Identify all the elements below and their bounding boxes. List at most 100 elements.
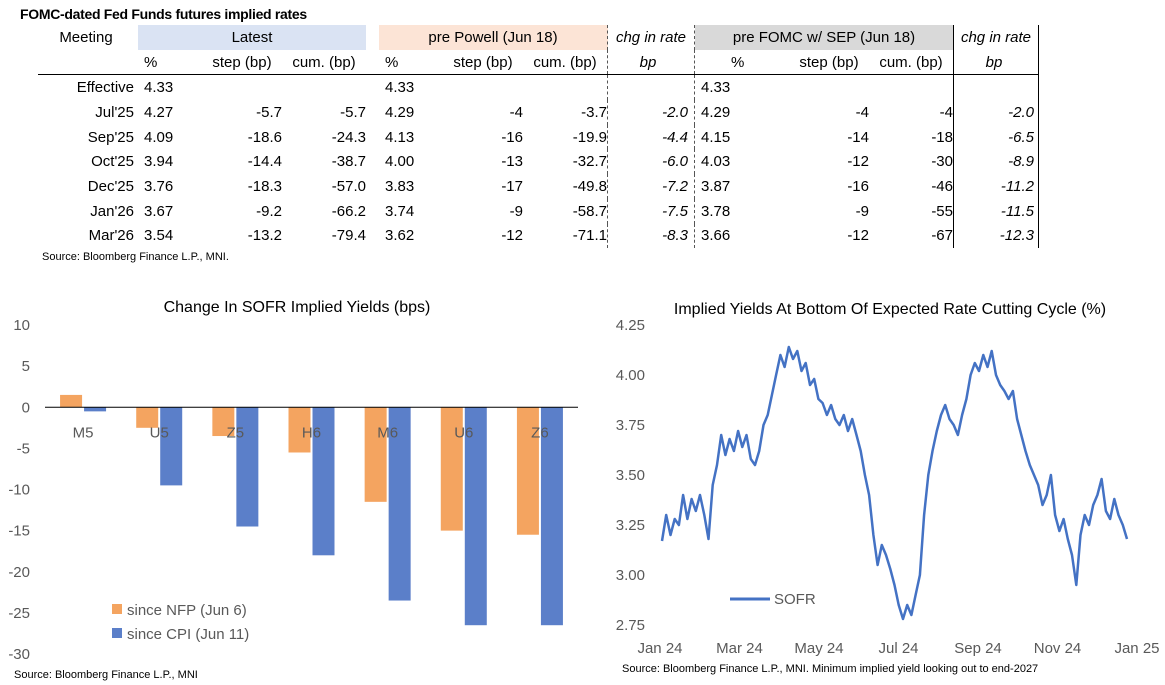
table-title: FOMC-dated Fed Funds futures implied rat…	[20, 6, 307, 22]
row-latest-pct: 4.27	[144, 103, 174, 121]
row-powell-pct: 4.00	[385, 153, 415, 171]
row-fomc-cum: -4	[939, 103, 953, 121]
sub-header-cum: cum. (bp)	[869, 49, 954, 76]
bar-cpi-M6	[388, 407, 411, 601]
bar-y-tick: -5	[17, 440, 30, 457]
row-chg-2: -2.0	[953, 100, 1039, 125]
implied-yields-line-chart: Implied Yields At Bottom Of Expected Rat…	[616, 301, 1160, 675]
sub-header-row: % step (bp) cum. (bp) % step (bp) cum. (…	[38, 49, 1039, 76]
bar-y-tick: -10	[8, 482, 30, 499]
line-x-tick: Jan 24	[637, 640, 682, 657]
row-fomc-pct: 3.78	[694, 198, 789, 224]
row-fomc-pct: 4.29	[694, 100, 789, 125]
row-latest-step: -13.2	[247, 227, 282, 245]
bar-cpi-H6	[312, 407, 335, 556]
bar-nfp-M6	[364, 407, 387, 502]
legend-sofr-label: SOFR	[774, 591, 816, 608]
row-chg-2: -6.5	[953, 124, 1039, 150]
line-x-tick: Jul 24	[878, 640, 918, 657]
row-latest-pct: 3.94	[144, 153, 174, 171]
header-latest: Latest	[138, 25, 366, 50]
row-fomc-cum: -46	[931, 177, 953, 195]
row-latest-cum: -79.4	[331, 227, 366, 245]
sub-header-step: step (bp)	[443, 49, 523, 76]
bar-cpi-M5	[84, 407, 107, 412]
row-latest-cum: -24.3	[331, 128, 366, 146]
bar-category-label: Z6	[531, 424, 549, 441]
bar-cpi-U6	[464, 407, 487, 626]
legend-swatch-0	[112, 604, 122, 614]
bar-nfp-Z6	[516, 407, 539, 535]
line-chart-source: Source: Bloomberg Finance L.P., MNI. Min…	[622, 663, 1038, 675]
bar-y-tick: 0	[22, 399, 30, 416]
sub-header-cum: cum. (bp)	[282, 49, 366, 76]
row-latest-cum: -38.7	[331, 153, 366, 171]
row-powell-pct: 4.13	[385, 128, 415, 146]
row-fomc-step: -12	[847, 153, 869, 171]
sub-header-pct: %	[138, 49, 202, 76]
bar-nfp-Z5	[212, 407, 235, 437]
row-powell-cum: -58.7	[572, 202, 607, 220]
row-meeting: Sep'25	[87, 128, 134, 146]
sub-header-step: step (bp)	[789, 49, 869, 76]
table-source: Source: Bloomberg Finance L.P., MNI.	[42, 251, 229, 263]
row-chg-1: -4.4	[607, 124, 695, 150]
row-powell-step: -9	[509, 202, 523, 220]
sub-header-bp: bp	[953, 49, 1039, 76]
row-powell-step: -16	[501, 128, 523, 146]
row-chg-2	[953, 74, 1039, 101]
bar-category-label: Z5	[227, 424, 245, 441]
row-fomc-step	[789, 75, 869, 100]
bar-y-tick: 10	[13, 317, 30, 334]
bar-nfp-U6	[440, 407, 463, 531]
row-powell-pct: 4.29	[385, 103, 415, 121]
row-powell-cum: -32.7	[572, 153, 607, 171]
row-powell-pct: 3.62	[385, 227, 415, 245]
row-latest-pct: 3.67	[144, 202, 174, 220]
row-meeting: Dec'25	[87, 177, 134, 195]
sofr-change-bar-chart: Change In SOFR Implied Yields (bps) 10 5 0…	[8, 299, 578, 681]
table-row: Jan'26 3.67 -9.2 -66.2 3.74 -9 -58.7 -7.5 3.78 -9…	[38, 198, 1039, 224]
header-meeting: Meeting	[59, 28, 113, 46]
row-chg-1: -2.0	[607, 100, 695, 125]
sofr-line	[660, 345, 1129, 621]
line-x-tick: May 24	[794, 640, 843, 657]
sub-header-bp: bp	[607, 49, 695, 76]
bar-category-label: H6	[302, 424, 321, 441]
row-chg-1: -7.2	[607, 174, 695, 199]
row-meeting: Oct'25	[91, 153, 134, 171]
row-chg-1: -8.3	[607, 223, 695, 249]
row-powell-pct: 3.74	[385, 202, 415, 220]
bar-nfp-H6	[288, 407, 311, 453]
row-meeting: Mar'26	[88, 227, 134, 245]
row-fomc-step: -16	[847, 177, 869, 195]
legend-swatch-1	[112, 628, 122, 638]
row-fomc-pct: 4.33	[694, 74, 789, 101]
row-powell-step: -17	[501, 177, 523, 195]
row-latest-step: -18.3	[247, 177, 282, 195]
row-fomc-cum: -18	[931, 128, 953, 146]
row-fomc-cum	[869, 75, 954, 100]
row-chg-2: -8.9	[953, 149, 1039, 175]
row-latest-pct: 3.54	[144, 227, 174, 245]
row-meeting: Jan'26	[90, 202, 134, 220]
bar-nfp-M5	[60, 394, 83, 408]
sub-header-step: step (bp)	[202, 49, 282, 76]
row-chg-2: -11.5	[953, 198, 1039, 224]
table-row: Dec'25 3.76 -18.3 -57.0 3.83 -17 -49.8 -7.2 3.87…	[38, 174, 1039, 199]
row-powell-pct: 4.33	[385, 79, 415, 97]
row-powell-cum: -71.1	[572, 227, 607, 245]
bar-category-label: M6	[377, 424, 398, 441]
row-fomc-step: -9	[855, 202, 869, 220]
row-chg-1: -7.5	[607, 198, 695, 224]
fomc-rates-table: Meeting Latest pre Powell (Jun 18) chg i…	[38, 25, 1039, 249]
line-y-tick: 3.25	[616, 517, 645, 534]
bar-category-label: U5	[150, 424, 169, 441]
row-latest-pct: 3.76	[144, 177, 174, 195]
line-y-tick: 4.00	[616, 367, 645, 384]
row-latest-cum	[282, 75, 366, 100]
header-pre-powell: pre Powell (Jun 18)	[379, 25, 608, 50]
row-fomc-cum: -55	[931, 202, 953, 220]
table-row: Mar'26 3.54 -13.2 -79.4 3.62 -12 -71.1 -8.3 3.66…	[38, 223, 1039, 249]
line-chart-title: Implied Yields At Bottom Of Expected Rat…	[674, 301, 1106, 318]
